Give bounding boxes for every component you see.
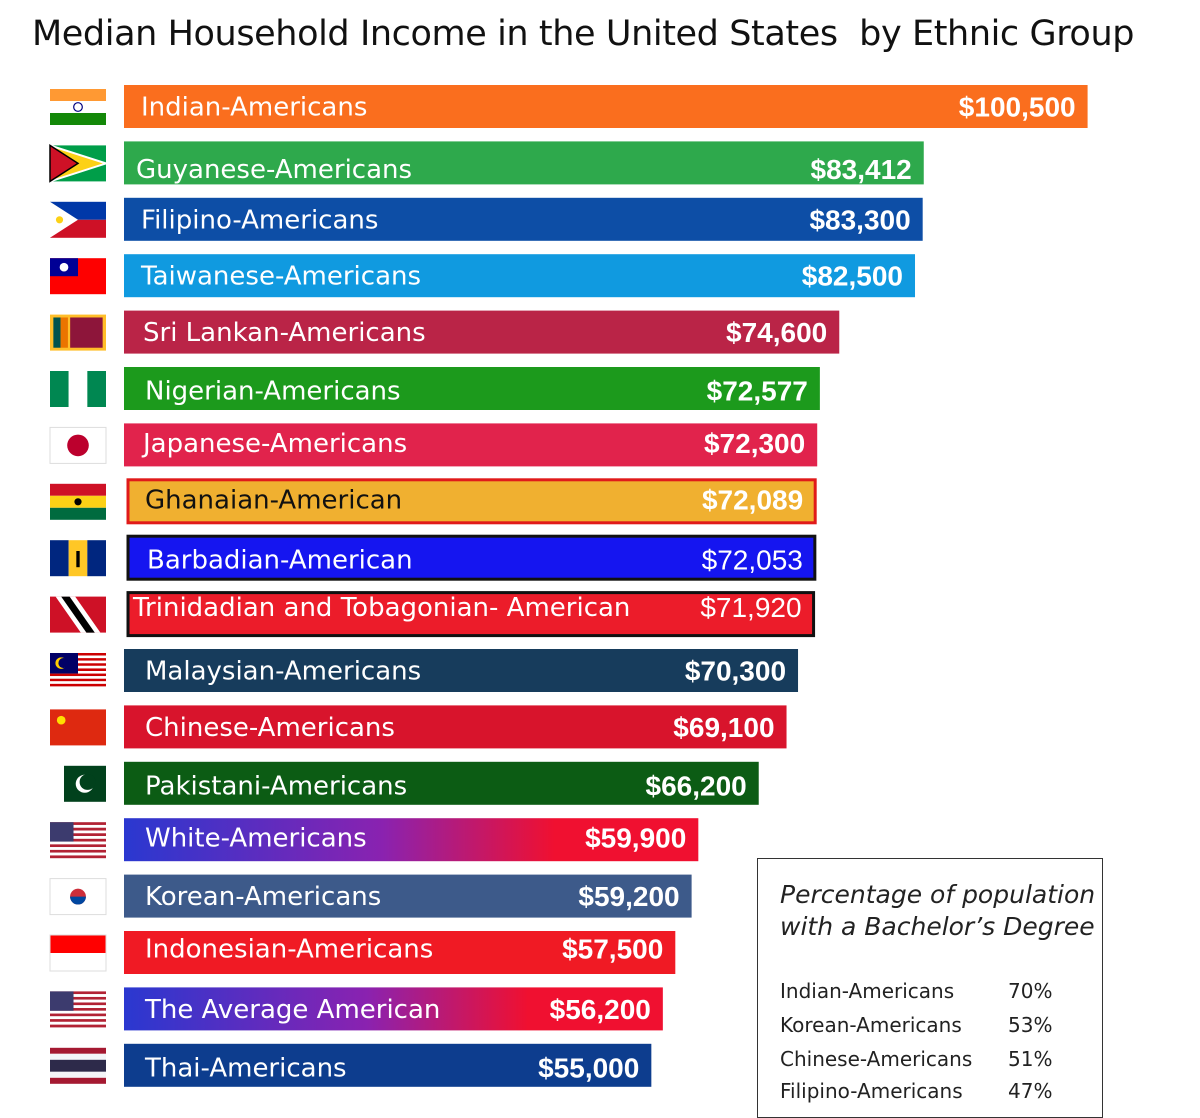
- bar-label: Indonesian-Americans: [145, 935, 433, 965]
- education-row-label: Chinese-Americans: [780, 1047, 973, 1071]
- bar: [124, 85, 1088, 128]
- education-row: Indian-Americans 70%: [780, 979, 1080, 1003]
- bar-label: Taiwanese-Americans: [140, 262, 421, 292]
- education-row-value: 53%: [1008, 1013, 1053, 1037]
- bar-label: Chinese-Americans: [145, 713, 395, 743]
- bar: [124, 649, 799, 692]
- sri-lanka-flag-icon: [50, 314, 106, 351]
- bar-value-label: $69,100: [673, 712, 774, 743]
- education-inset-title: Percentage of population with a Bachelor…: [780, 880, 1096, 941]
- bar: [124, 761, 759, 805]
- bar: [124, 874, 692, 918]
- education-row: Korean-Americans 53%: [780, 1013, 1080, 1037]
- thailand-flag-icon: [50, 1047, 106, 1084]
- bar-value-label: $71,920: [700, 592, 801, 623]
- bar: [124, 254, 916, 298]
- bar: [126, 534, 817, 581]
- bar-value-label: $57,500: [562, 934, 663, 965]
- pakistan-flag-icon: [50, 765, 106, 802]
- bar: [124, 141, 924, 185]
- bar-value-label: $72,300: [704, 428, 805, 459]
- bar: [126, 591, 816, 638]
- bar-label: Sri Lankan-Americans: [143, 318, 426, 348]
- education-row-label: Indian-Americans: [780, 979, 955, 1003]
- education-inset: Percentage of population with a Bachelor…: [757, 858, 1103, 1118]
- education-row: Filipino-Americans 47%: [780, 1079, 1080, 1103]
- education-row-label: Korean-Americans: [780, 1013, 962, 1037]
- education-row-value: 47%: [1008, 1079, 1053, 1103]
- bar: [124, 931, 676, 974]
- bar-value-label: $100,500: [959, 92, 1076, 123]
- bar: [124, 367, 820, 410]
- south-korea-flag-icon: [49, 878, 107, 916]
- usa-flag-icon: [50, 991, 106, 1028]
- bar-label: Thai-Americans: [144, 1053, 347, 1083]
- guyana-flag-icon: [49, 144, 110, 183]
- bar-label: Japanese-Americans: [141, 429, 407, 459]
- ghana-flag-icon: [50, 483, 106, 520]
- education-row-value: 51%: [1008, 1047, 1053, 1071]
- bar-value-label: $55,000: [538, 1052, 639, 1083]
- bar-value-label: $59,900: [585, 823, 686, 854]
- bar: [124, 705, 787, 749]
- bar-chart: Indian-Americans $100,500 Guyanese-America…: [49, 85, 1088, 1087]
- bar: [124, 310, 840, 354]
- chart-title: Median Household Income in the United St…: [32, 14, 1135, 54]
- bar-value-label: $66,200: [646, 770, 747, 801]
- barbados-flag-icon: [50, 540, 106, 577]
- philippines-flag-icon: [50, 201, 106, 238]
- bar: [124, 987, 663, 1031]
- bar-label: Malaysian-Americans: [145, 657, 421, 687]
- bar: [124, 423, 818, 467]
- usa-flag-icon: [50, 822, 106, 859]
- nigeria-flag-icon: [50, 371, 106, 407]
- malaysia-flag-icon: [50, 653, 106, 689]
- japan-flag-icon: [49, 426, 107, 464]
- bar-value-label: $72,089: [702, 484, 803, 515]
- bar-label: Trinidadian and Tobagonian- American: [132, 593, 630, 623]
- bar: [124, 818, 699, 862]
- bar-label: Barbadian-American: [147, 546, 413, 576]
- trinidad-flag-icon: [50, 596, 106, 633]
- bar-value-label: $74,600: [726, 317, 827, 348]
- bar: [126, 478, 817, 525]
- bar: [124, 1043, 652, 1087]
- education-row-value: 70%: [1008, 979, 1053, 1003]
- bar-value-label: $56,200: [550, 994, 651, 1025]
- bar-label: Pakistani-Americans: [145, 771, 407, 801]
- bar-value-label: $83,412: [811, 154, 912, 185]
- bar-label: White-Americans: [145, 824, 367, 854]
- taiwan-flag-icon: [50, 258, 106, 295]
- bar-label: Nigerian-Americans: [145, 377, 401, 407]
- bar-value-label: $59,200: [578, 881, 679, 912]
- china-flag-icon: [50, 709, 106, 746]
- bar-label: Indian-Americans: [141, 93, 367, 123]
- bar-label: Korean-Americans: [145, 882, 381, 912]
- bar-value-label: $70,300: [685, 656, 786, 687]
- india-flag-icon: [50, 89, 106, 125]
- indonesia-flag-icon: [49, 934, 107, 972]
- bar: [124, 197, 923, 241]
- bar-value-label: $83,300: [809, 204, 910, 235]
- bar-value-label: $82,500: [802, 261, 903, 292]
- education-row: Chinese-Americans 51%: [780, 1047, 1080, 1071]
- bar-label: Guyanese-Americans: [136, 155, 412, 185]
- bar-label: Ghanaian-American: [145, 485, 402, 515]
- education-row-label: Filipino-Americans: [780, 1079, 963, 1103]
- bar-value-label: $72,577: [707, 376, 808, 407]
- bar-value-label: $72,053: [702, 545, 803, 576]
- bar-label: Filipino-Americans: [141, 205, 378, 235]
- bar-label: The Average American: [144, 995, 440, 1025]
